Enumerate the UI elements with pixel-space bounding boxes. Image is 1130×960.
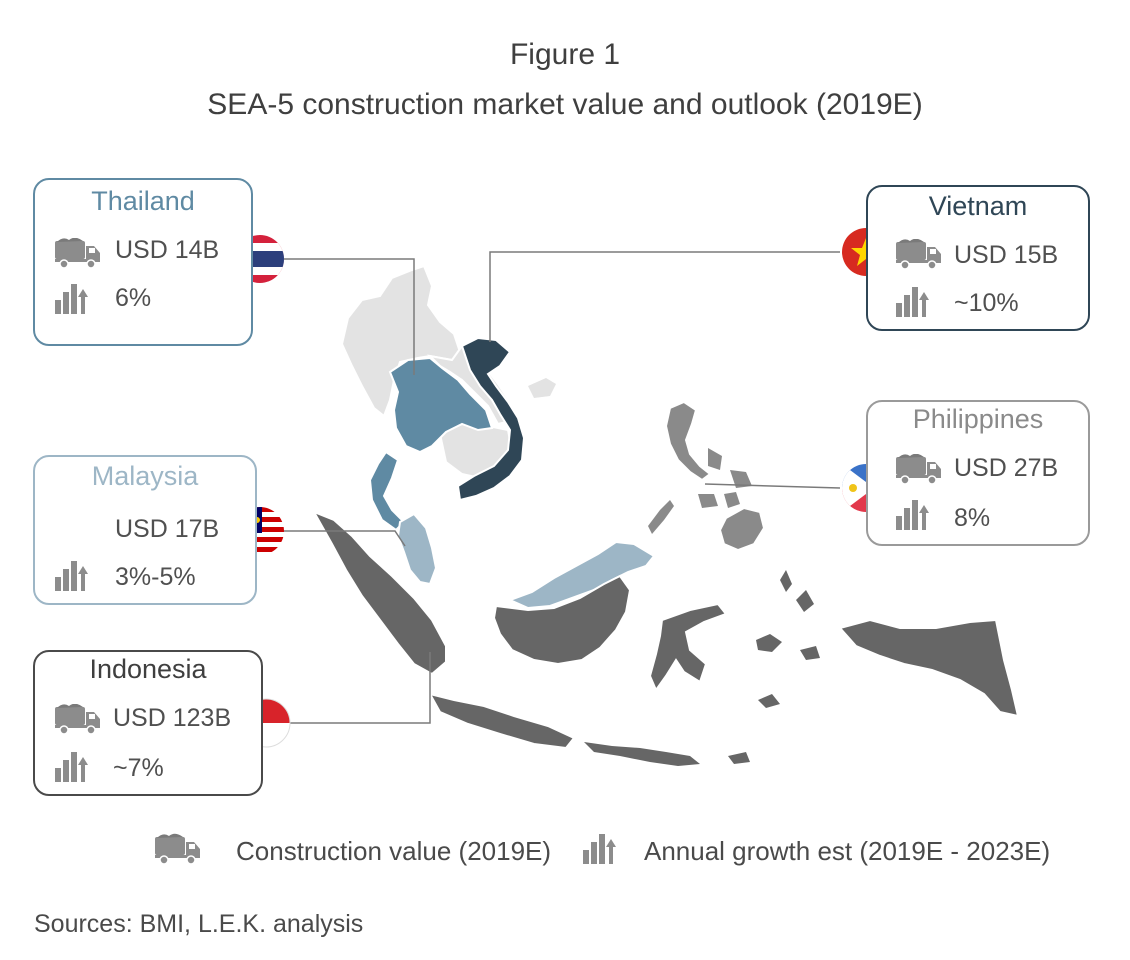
vietnam-growth: ~10% — [954, 289, 1019, 317]
indonesia-papua-map — [838, 618, 1020, 718]
vietnam-value: USD 15B — [954, 241, 1059, 269]
indonesia-sumatra-map — [311, 510, 447, 676]
indonesia-card: Indonesia USD 123B ~7% — [33, 650, 263, 796]
philippines-growth-icon — [896, 500, 929, 530]
vietnam-truck-icon — [896, 239, 942, 270]
indonesia-name: Indonesia — [89, 654, 207, 684]
thailand-growth: 6% — [115, 284, 152, 312]
indonesia-maluku-map — [728, 570, 820, 764]
malaysia-growth: 3%-5% — [115, 563, 196, 591]
vietnam-map — [456, 336, 526, 502]
figure-title: SEA-5 construction market value and outl… — [207, 88, 923, 121]
vietnam-card: Vietnam USD 15B ~10% — [866, 185, 1090, 331]
thailand-card: Thailand USD 14B 6% — [33, 178, 253, 346]
indonesia-borneo-map — [492, 574, 632, 666]
thailand-connector — [284, 258, 415, 375]
malaysia-name: Malaysia — [91, 461, 199, 491]
indonesia-growth-icon — [55, 752, 88, 782]
philippines-truck-icon — [896, 454, 942, 485]
malaysia-connector — [284, 530, 406, 547]
malaysia-card: Malaysia USD 17B 3%-5% — [33, 455, 257, 605]
vietnam-name: Vietnam — [928, 191, 1028, 221]
philippines-luzon-map — [664, 400, 712, 482]
legend-growth-bars-icon — [583, 834, 616, 864]
thailand-truck-icon — [55, 238, 101, 269]
indonesia-java-map — [428, 692, 576, 750]
figure-label: Figure 1 — [509, 38, 621, 71]
philippines-growth: 8% — [954, 504, 991, 532]
philippines-card: Philippines USD 27B 8% — [866, 400, 1090, 546]
philippines-mindanao-map — [718, 506, 766, 552]
vietnam-growth-icon — [896, 287, 929, 317]
malaysia-peninsula-map — [396, 512, 438, 586]
indonesia-sunda-map — [584, 742, 700, 766]
malaysia-borneo-map — [507, 540, 656, 610]
philippines-connector — [704, 483, 841, 489]
philippines-visayas-map — [698, 448, 752, 508]
indonesia-sulawesi-map — [648, 602, 728, 693]
thailand-value: USD 14B — [115, 236, 220, 264]
legend-value-label: Construction value (2019E) — [236, 836, 552, 866]
malaysia-growth-icon — [55, 561, 88, 591]
philippines-value: USD 27B — [954, 454, 1059, 482]
philippines-palawan-map — [648, 500, 674, 534]
indonesia-connector — [290, 652, 431, 724]
thailand-growth-icon — [55, 284, 88, 314]
indonesia-value: USD 123B — [113, 704, 232, 732]
indonesia-growth: ~7% — [113, 754, 164, 782]
legend-truck-icon — [154, 832, 201, 865]
sources-note: Sources: BMI, L.E.K. analysis — [34, 910, 364, 938]
vietnam-connector — [489, 251, 840, 342]
hainan-land — [528, 378, 556, 398]
philippines-name: Philippines — [912, 404, 1044, 434]
thailand-name: Thailand — [91, 186, 195, 216]
malaysia-value: USD 17B — [115, 515, 220, 543]
indonesia-truck-icon — [55, 704, 101, 735]
legend-growth-label: Annual growth est (2019E - 2023E) — [644, 836, 1051, 866]
